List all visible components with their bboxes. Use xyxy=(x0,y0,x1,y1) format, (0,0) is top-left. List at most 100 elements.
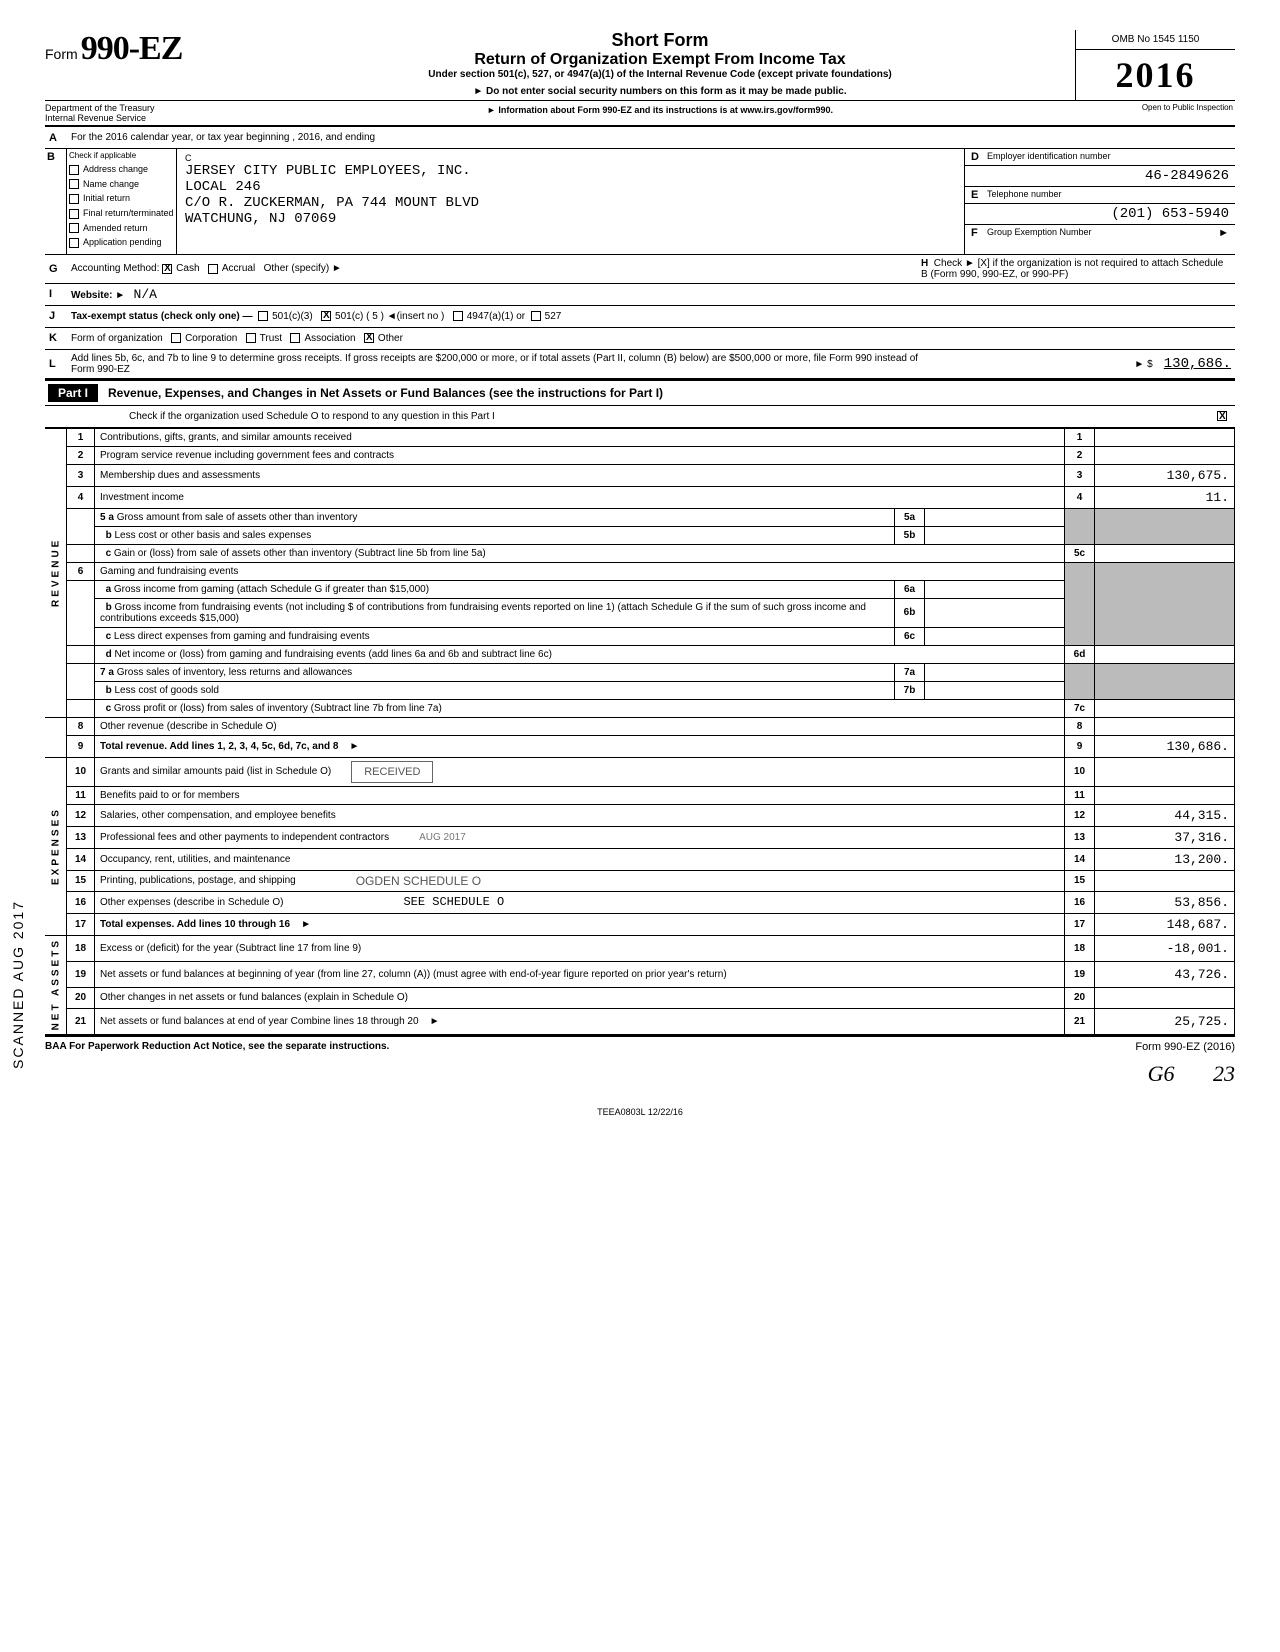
org-name-2: LOCAL 246 xyxy=(185,179,956,195)
footer-baa: BAA For Paperwork Reduction Act Notice, … xyxy=(45,1041,389,1053)
bottom-code: TEEA0803L 12/22/16 xyxy=(45,1107,1235,1117)
org-addr-2: WATCHUNG, NJ 07069 xyxy=(185,211,956,227)
chk-527[interactable] xyxy=(531,311,541,321)
org-name-1: JERSEY CITY PUBLIC EMPLOYEES, INC. xyxy=(185,163,956,179)
title-short-form: Short Form xyxy=(265,30,1055,51)
received-stamp: RECEIVED xyxy=(351,761,433,783)
val-21: 25,725. xyxy=(1095,1009,1235,1035)
row-5b: b Less cost or other basis and sales exp… xyxy=(45,526,1235,544)
chk-cash[interactable] xyxy=(162,264,172,274)
side-net-assets: NET ASSETS xyxy=(45,935,67,1034)
val-9: 130,686. xyxy=(1095,735,1235,757)
gross-receipts: 130,686. xyxy=(1164,356,1231,372)
chk-other-org[interactable] xyxy=(364,333,374,343)
val-14: 13,200. xyxy=(1095,848,1235,870)
row-7c: c Gross profit or (loss) from sales of i… xyxy=(45,699,1235,717)
footer: BAA For Paperwork Reduction Act Notice, … xyxy=(45,1035,1235,1053)
title-return: Return of Organization Exempt From Incom… xyxy=(265,51,1055,69)
row-5a: 5 a Gross amount from sale of assets oth… xyxy=(45,508,1235,526)
omb-number: OMB No 1545 1150 xyxy=(1076,30,1235,50)
title-section: Under section 501(c), 527, or 4947(a)(1)… xyxy=(265,69,1055,80)
row-4: 4Investment income411. xyxy=(45,486,1235,508)
row-2: 2Program service revenue including gover… xyxy=(45,446,1235,464)
department-row: Department of the Treasury Internal Reve… xyxy=(45,100,1235,127)
side-expenses: EXPENSES xyxy=(45,757,67,935)
form-title-block: Short Form Return of Organization Exempt… xyxy=(245,30,1075,97)
chk-amended[interactable]: Amended return xyxy=(69,223,174,234)
row-3: 3Membership dues and assessments3130,675… xyxy=(45,464,1235,486)
val-17: 148,687. xyxy=(1095,913,1235,935)
website-value: N/A xyxy=(134,287,157,302)
val-13: 37,316. xyxy=(1095,826,1235,848)
part-1-label: Part I xyxy=(48,384,98,402)
phone-value: (201) 653-5940 xyxy=(1111,206,1229,222)
row-9: 9Total revenue. Add lines 1, 2, 3, 4, 5c… xyxy=(45,735,1235,757)
row-14: 14Occupancy, rent, utilities, and mainte… xyxy=(45,848,1235,870)
row-6: 6Gaming and fundraising events xyxy=(45,562,1235,580)
row-7a: 7 a Gross sales of inventory, less retur… xyxy=(45,663,1235,681)
omb-year-box: OMB No 1545 1150 2016 xyxy=(1075,30,1235,100)
chk-name-change[interactable]: Name change xyxy=(69,179,174,190)
val-16: 53,856. xyxy=(1095,891,1235,913)
chk-accrual[interactable] xyxy=(208,264,218,274)
row-8: 8Other revenue (describe in Schedule O)8 xyxy=(45,717,1235,735)
form-prefix: Form xyxy=(45,46,78,62)
part-1-sub: Check if the organization used Schedule … xyxy=(45,406,1235,428)
row-10: EXPENSES 10Grants and similar amounts pa… xyxy=(45,757,1235,786)
line-h-text: Check ► [X] if the organization is not r… xyxy=(921,258,1223,280)
line-a-text: For the 2016 calendar year, or tax year … xyxy=(71,132,1231,143)
val-4: 11. xyxy=(1095,486,1235,508)
scanned-stamp: SCANNED AUG 2017 xyxy=(10,900,26,1069)
chk-address-change[interactable]: Address change xyxy=(69,164,174,175)
val-18: -18,001. xyxy=(1095,935,1235,961)
row-18: NET ASSETS 18Excess or (deficit) for the… xyxy=(45,935,1235,961)
val-3: 130,675. xyxy=(1095,464,1235,486)
line-k: K Form of organization Corporation Trust… xyxy=(45,328,1235,350)
dept-treasury: Department of the Treasury Internal Reve… xyxy=(45,101,245,125)
footer-form-id: Form 990-EZ (2016) xyxy=(1135,1041,1235,1053)
date-stamp: AUG 2017 xyxy=(419,832,466,843)
chk-501c[interactable] xyxy=(321,311,331,321)
line-g-h: G Accounting Method: Cash Accrual Other … xyxy=(45,255,1235,284)
chk-pending[interactable]: Application pending xyxy=(69,237,174,248)
line-i: I Website: ► N/A xyxy=(45,284,1235,306)
val-12: 44,315. xyxy=(1095,804,1235,826)
open-public: Open to Public Inspection xyxy=(1075,101,1235,125)
row-20: 20Other changes in net assets or fund ba… xyxy=(45,987,1235,1008)
line-l: L Add lines 5b, 6c, and 7b to line 9 to … xyxy=(45,350,1235,380)
chk-final-return[interactable]: Final return/terminated xyxy=(69,208,174,219)
row-6b: b Gross income from fundraising events (… xyxy=(45,598,1235,627)
row-6d: d Net income or (loss) from gaming and f… xyxy=(45,645,1235,663)
form-header: Form 990-EZ Short Form Return of Organiz… xyxy=(45,30,1235,100)
row-11: 11Benefits paid to or for members11 xyxy=(45,786,1235,804)
row-5c: c Gain or (loss) from sale of assets oth… xyxy=(45,544,1235,562)
chk-initial-return[interactable]: Initial return xyxy=(69,193,174,204)
part-1-table: REVENUE 1Contributions, gifts, grants, a… xyxy=(45,428,1235,1035)
part-1-header: Part I Revenue, Expenses, and Changes in… xyxy=(45,380,1235,406)
chk-4947[interactable] xyxy=(453,311,463,321)
org-addr-1: C/O R. ZUCKERMAN, PA 744 MOUNT BLVD xyxy=(185,195,956,211)
row-7b: b Less cost of goods sold7b xyxy=(45,681,1235,699)
ein-value: 46-2849626 xyxy=(1145,168,1229,184)
val-19: 43,726. xyxy=(1095,961,1235,987)
see-schedule-stamp: SEE SCHEDULE O xyxy=(403,895,504,909)
chk-assoc[interactable] xyxy=(290,333,300,343)
row-1: REVENUE 1Contributions, gifts, grants, a… xyxy=(45,428,1235,446)
chk-corp[interactable] xyxy=(171,333,181,343)
tax-year: 2016 xyxy=(1076,50,1235,100)
line-j: J Tax-exempt status (check only one) — 5… xyxy=(45,306,1235,328)
form-id-block: Form 990-EZ xyxy=(45,30,245,68)
part-1-title: Revenue, Expenses, and Changes in Net As… xyxy=(108,386,663,400)
line-a: A For the 2016 calendar year, or tax yea… xyxy=(45,127,1235,149)
handwritten-notes: G6 23 xyxy=(45,1061,1235,1087)
chk-501c3[interactable] xyxy=(258,311,268,321)
row-17: 17Total expenses. Add lines 10 through 1… xyxy=(45,913,1235,935)
chk-schedule-o[interactable] xyxy=(1217,411,1227,421)
row-19: 19Net assets or fund balances at beginni… xyxy=(45,961,1235,987)
org-name-address: C JERSEY CITY PUBLIC EMPLOYEES, INC. LOC… xyxy=(177,149,965,254)
ein-phone-column: D Employer identification number 46-2849… xyxy=(965,149,1235,254)
row-12: 12Salaries, other compensation, and empl… xyxy=(45,804,1235,826)
row-13: 13Professional fees and other payments t… xyxy=(45,826,1235,848)
row-16: 16Other expenses (describe in Schedule O… xyxy=(45,891,1235,913)
chk-trust[interactable] xyxy=(246,333,256,343)
